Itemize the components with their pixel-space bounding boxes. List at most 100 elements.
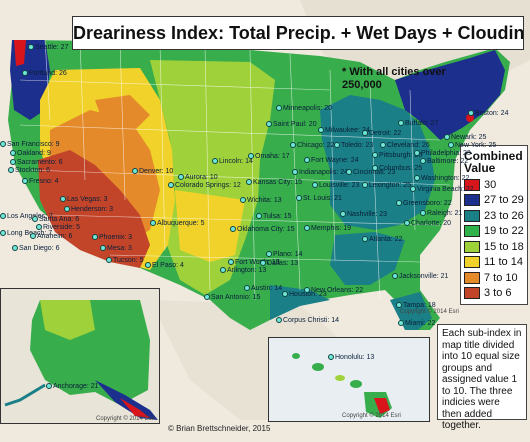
city-label: Philadelphia: 23: [414, 150, 471, 158]
city-label: Baltimore: 22: [420, 158, 468, 166]
city-marker: [22, 178, 28, 185]
city-label: Newark: 25: [444, 134, 486, 142]
city-marker: [276, 105, 282, 112]
legend-swatch: [464, 287, 480, 300]
city-name: Los Angeles: 7: [7, 213, 53, 220]
city-name: New Orleans: 22: [311, 287, 364, 294]
city-label: Detroit: 22: [362, 130, 401, 138]
city-label: Nashville: 23: [340, 211, 387, 219]
city-name: Wichita: 13: [247, 197, 282, 204]
city-name: Atlanta: 22: [369, 236, 403, 243]
city-marker: [92, 234, 98, 241]
city-name: Miami: 22: [405, 320, 436, 327]
city-name: Fort Worth: 13: [235, 259, 280, 266]
city-marker: [334, 142, 340, 149]
legend-swatch: [464, 178, 480, 191]
city-label: Milwaukee: 24: [318, 127, 370, 135]
city-name: San Antonio: 15: [211, 294, 261, 301]
city-label: Santa Ana: 6: [32, 216, 79, 224]
legend-label: 15 to 18: [484, 240, 524, 253]
city-marker: [296, 195, 302, 202]
city-label: Tucson: 5: [106, 257, 143, 265]
city-marker: [304, 157, 310, 164]
city-label: St. Louis: 21: [296, 195, 342, 203]
city-label: Honolulu: 13: [328, 354, 374, 362]
city-label: Memphis: 19: [304, 225, 351, 233]
city-label: Tulsa: 15: [256, 213, 292, 221]
city-label: Chicago: 22: [290, 142, 334, 150]
city-label: Oklahoma City: 15: [230, 226, 295, 234]
city-marker: [36, 224, 42, 231]
city-label: Atlanta: 22: [362, 236, 402, 244]
copyright-label: Copyright © 2014 Esri: [96, 416, 155, 422]
city-label: Virginia Beach: 22: [410, 186, 474, 194]
city-label: Plano: 14: [266, 251, 303, 259]
city-marker: [256, 213, 262, 220]
city-name: Plano: 14: [273, 251, 303, 258]
city-label: Kansas City: 15: [246, 179, 302, 187]
city-marker: [380, 142, 386, 149]
city-label: Portland: 26: [22, 70, 67, 78]
city-name: Buffalo: 27: [405, 120, 439, 127]
city-marker: [398, 120, 404, 127]
city-marker: [0, 230, 6, 237]
legend-label: 30: [484, 178, 497, 191]
legend-item: 3 to 6: [464, 286, 524, 302]
city-marker: [64, 206, 70, 213]
city-marker: [362, 130, 368, 137]
legend-swatch: [464, 225, 480, 238]
alaska-north: [40, 300, 95, 340]
legend-label: 11 to 14: [484, 256, 523, 269]
city-name: Milwaukee: 24: [325, 127, 370, 134]
legend-item: 23 to 26: [464, 208, 524, 224]
legend-item: 7 to 10: [464, 270, 524, 286]
city-name: Baltimore: 22: [427, 158, 469, 165]
city-name: Louisville: 23: [319, 182, 360, 189]
city-name: Fresno: 4: [29, 178, 59, 185]
city-name: Nashville: 23: [347, 211, 388, 218]
city-label: Aurora: 10: [178, 174, 218, 182]
region-23-26-lakes: [320, 95, 435, 230]
city-name: Pittsburgh: 26: [379, 152, 423, 159]
legend-label: 7 to 10: [484, 271, 518, 284]
city-marker: [266, 121, 272, 128]
city-name: San Diego: 6: [19, 245, 60, 252]
city-label: Oakland: 9: [10, 150, 51, 158]
copyright-label: Copyright © 2014 Esri: [400, 309, 459, 315]
city-label: Saint Paul: 20: [266, 121, 317, 129]
city-label: Las Vegas: 3: [60, 196, 107, 204]
city-marker: [362, 236, 368, 243]
city-name: San Francisco: 9: [7, 141, 60, 148]
legend-swatch: [464, 194, 480, 207]
city-label: Mesa: 3: [100, 245, 132, 253]
city-label: El Paso: 4: [145, 262, 184, 270]
city-label: New York: 25: [448, 142, 496, 150]
city-name: Jacksonville: 21: [399, 273, 449, 280]
city-name: Columbus: 25: [379, 165, 423, 172]
legend-title: Combined Value: [464, 149, 523, 175]
region-30-olympic: [14, 40, 26, 66]
city-name: Detroit: 22: [369, 130, 402, 137]
city-marker: [340, 211, 346, 218]
city-name: Memphis: 19: [311, 225, 352, 232]
city-label: Denver: 10: [132, 168, 173, 176]
city-name: Sacramento: 6: [17, 159, 63, 166]
oahu: [312, 363, 324, 371]
alaska-panhandle: [95, 380, 158, 420]
city-label: Toledo: 23: [334, 142, 373, 150]
legend-swatch: [464, 271, 480, 284]
city-marker: [10, 150, 16, 157]
city-marker: [0, 213, 6, 220]
city-marker: [100, 245, 106, 252]
city-label: Dallas: 13: [260, 260, 298, 268]
city-label: Riverside: 5: [36, 224, 80, 232]
molokai: [335, 375, 345, 381]
city-name: Seattle: 27: [35, 44, 69, 51]
city-name: Austin: 14: [251, 285, 283, 292]
city-marker: [22, 70, 28, 77]
city-marker: [150, 220, 156, 227]
city-label: Indianapolis: 24: [292, 169, 348, 177]
legend-item: 15 to 18: [464, 239, 524, 255]
city-name: Corpus Christi: 14: [283, 317, 340, 324]
